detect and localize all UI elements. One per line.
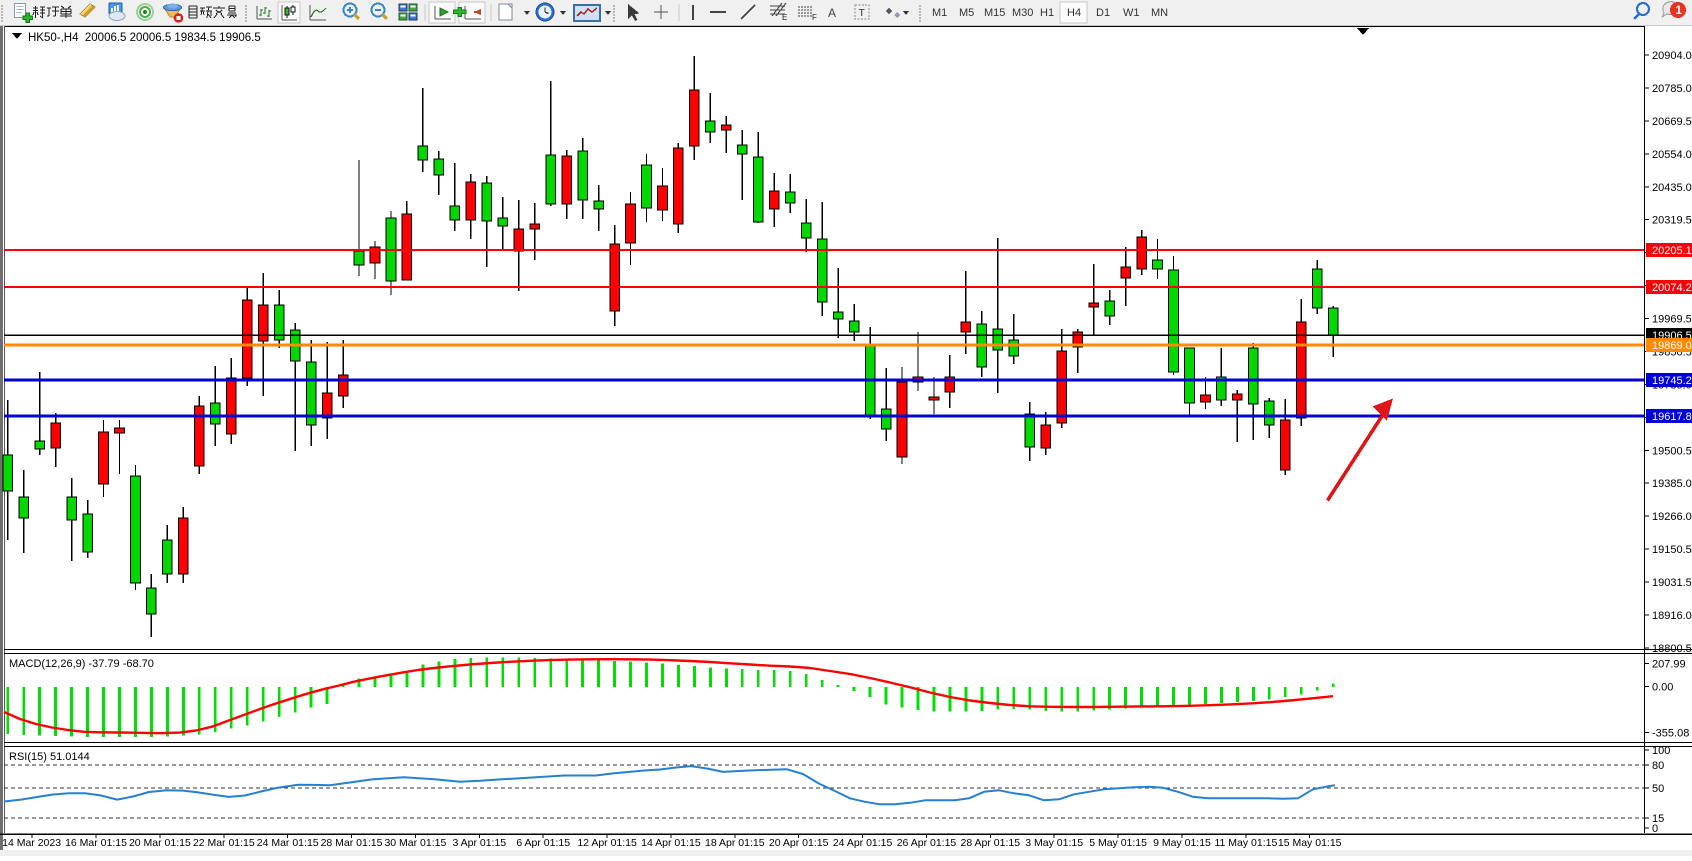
svg-text:1: 1	[1676, 5, 1683, 17]
svg-text:50: 50	[1652, 783, 1664, 795]
svg-text:RSI(15) 51.0144: RSI(15) 51.0144	[9, 751, 90, 763]
svg-text:18 Apr 01:15: 18 Apr 01:15	[705, 837, 765, 849]
svg-text:24 Mar 01:15: 24 Mar 01:15	[257, 837, 319, 849]
svg-text:14 Apr 01:15: 14 Apr 01:15	[641, 837, 701, 849]
svg-text:18916.0: 18916.0	[1652, 610, 1692, 622]
svg-text:100: 100	[1652, 745, 1670, 757]
svg-text:19031.5: 19031.5	[1652, 577, 1692, 589]
svg-text:20435.0: 20435.0	[1652, 182, 1692, 194]
svg-text:20554.0: 20554.0	[1652, 149, 1692, 161]
svg-text:0: 0	[1652, 823, 1658, 835]
svg-text:MACD(12,26,9) -37.79 -68.70: MACD(12,26,9) -37.79 -68.70	[9, 658, 154, 670]
svg-text:20074.2: 20074.2	[1652, 282, 1692, 294]
svg-text:-355.08: -355.08	[1652, 728, 1689, 740]
svg-text:30 Mar 01:15: 30 Mar 01:15	[384, 837, 446, 849]
svg-text:19266.0: 19266.0	[1652, 511, 1692, 523]
svg-text:T: T	[859, 7, 866, 19]
svg-text:F: F	[812, 13, 817, 22]
svg-text:24 Apr 01:15: 24 Apr 01:15	[833, 837, 893, 849]
svg-text:80: 80	[1652, 760, 1664, 772]
svg-text:22 Mar 01:15: 22 Mar 01:15	[193, 837, 255, 849]
svg-text:MN: MN	[1151, 7, 1168, 19]
svg-text:28 Mar 01:15: 28 Mar 01:15	[321, 837, 383, 849]
svg-text:H1: H1	[1040, 7, 1054, 19]
svg-text:16 Mar 01:15: 16 Mar 01:15	[65, 837, 127, 849]
svg-text:19745.2: 19745.2	[1652, 375, 1692, 387]
svg-text:207.99: 207.99	[1652, 659, 1686, 671]
svg-text:19500.5: 19500.5	[1652, 445, 1692, 457]
svg-text:19617.8: 19617.8	[1652, 411, 1692, 423]
svg-text:M1: M1	[932, 7, 947, 19]
svg-text:20785.0: 20785.0	[1652, 83, 1692, 95]
svg-text:20669.5: 20669.5	[1652, 116, 1692, 128]
svg-text:5 May 01:15: 5 May 01:15	[1089, 837, 1147, 849]
svg-text:W1: W1	[1123, 7, 1140, 19]
svg-text:20 Mar 01:15: 20 Mar 01:15	[129, 837, 191, 849]
svg-text:M30: M30	[1012, 7, 1033, 19]
svg-text:20205.1: 20205.1	[1652, 245, 1692, 257]
svg-text:12 Apr 01:15: 12 Apr 01:15	[577, 837, 637, 849]
svg-text:M5: M5	[959, 7, 974, 19]
svg-text:E: E	[782, 13, 787, 22]
svg-text:15: 15	[1652, 813, 1664, 825]
svg-text:0.00: 0.00	[1652, 682, 1673, 694]
svg-text:19969.5: 19969.5	[1652, 314, 1692, 326]
svg-text:28 Apr 01:15: 28 Apr 01:15	[961, 837, 1021, 849]
svg-text:15 May 01:15: 15 May 01:15	[1278, 837, 1342, 849]
svg-text:H4: H4	[1067, 7, 1081, 19]
svg-text:20319.5: 20319.5	[1652, 215, 1692, 227]
svg-text:D1: D1	[1096, 7, 1110, 19]
svg-text:19150.5: 19150.5	[1652, 544, 1692, 556]
svg-text:14 Mar 2023: 14 Mar 2023	[2, 837, 61, 849]
svg-text:3 May 01:15: 3 May 01:15	[1025, 837, 1083, 849]
svg-text:6 Apr 01:15: 6 Apr 01:15	[516, 837, 570, 849]
svg-text:11 May 01:15: 11 May 01:15	[1214, 837, 1277, 849]
svg-text:HK50-,H4 20006.5 20006.5 1983: HK50-,H4 20006.5 20006.5 19834.5 19906.5	[28, 32, 261, 44]
svg-text:A: A	[828, 6, 836, 20]
svg-text:20904.0: 20904.0	[1652, 50, 1692, 62]
svg-text:20 Apr 01:15: 20 Apr 01:15	[769, 837, 829, 849]
svg-text:19385.0: 19385.0	[1652, 478, 1692, 490]
svg-text:19869.0: 19869.0	[1652, 340, 1692, 352]
svg-text:18800.5: 18800.5	[1652, 643, 1692, 655]
svg-text:9 May 01:15: 9 May 01:15	[1153, 837, 1211, 849]
svg-text:M15: M15	[984, 7, 1005, 19]
svg-text:3 Apr 01:15: 3 Apr 01:15	[452, 837, 506, 849]
svg-text:26 Apr 01:15: 26 Apr 01:15	[897, 837, 957, 849]
